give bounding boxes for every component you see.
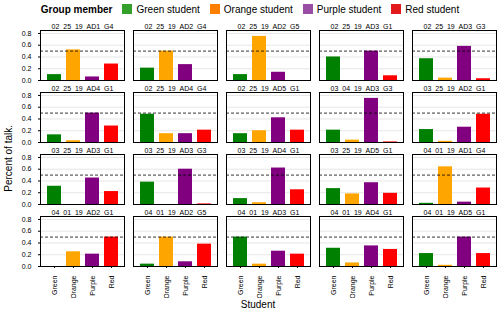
svg-text:04_01_19_AD5_G1: 04_01_19_AD5_G1 [424, 209, 486, 217]
svg-text:02_25_19_AD3_G1: 02_25_19_AD3_G1 [331, 23, 393, 31]
svg-text:Green: Green [237, 275, 244, 295]
svg-text:0.6: 0.6 [22, 165, 32, 172]
svg-text:02_25_19_AD3_G3: 02_25_19_AD3_G3 [424, 23, 486, 31]
svg-text:Purple: Purple [461, 275, 469, 295]
svg-text:Green: Green [423, 275, 430, 295]
svg-text:Orange: Orange [70, 275, 78, 298]
svg-text:0.8: 0.8 [22, 92, 32, 99]
svg-text:Green: Green [144, 275, 151, 295]
svg-text:Purple: Purple [275, 275, 283, 295]
svg-text:0.2: 0.2 [22, 189, 32, 196]
svg-text:04_01_19_AD4_G1: 04_01_19_AD4_G1 [331, 209, 393, 217]
html-text:Percent of talk.: Percent of talk. [2, 124, 14, 192]
svg-text:03_25_19_AD3_G3: 03_25_19_AD3_G3 [145, 147, 207, 155]
svg-text:04_01_19_AD2_G5: 04_01_19_AD2_G5 [145, 209, 207, 217]
svg-text:02_25_19_AD1_G4: 02_25_19_AD1_G4 [52, 23, 114, 31]
html-text:Red student: Red student [405, 3, 460, 15]
svg-text:Orange: Orange [163, 275, 171, 298]
svg-text:Red: Red [294, 275, 301, 288]
svg-text:04_01_19_AD1_G4: 04_01_19_AD1_G4 [424, 147, 486, 155]
svg-text:Orange: Orange [349, 275, 357, 298]
svg-text:Purple: Purple [182, 275, 190, 295]
svg-text:0.6: 0.6 [22, 227, 32, 234]
svg-text:Orange: Orange [256, 275, 264, 298]
svg-text:Green: Green [330, 275, 337, 295]
svg-text:0.0: 0.0 [22, 263, 32, 270]
svg-text:Red: Red [201, 275, 208, 288]
svg-text:0.4: 0.4 [22, 53, 32, 60]
svg-text:0.8: 0.8 [22, 154, 32, 161]
svg-text:0.0: 0.0 [22, 139, 32, 146]
svg-text:03_04_19_AD3_G3: 03_04_19_AD3_G3 [331, 85, 393, 93]
html-text:Purple student: Purple student [316, 3, 382, 15]
svg-text:04_01_19_AD3_G1: 04_01_19_AD3_G1 [238, 209, 300, 217]
svg-text:0.2: 0.2 [22, 127, 32, 134]
html-text:Group member: Group member [40, 3, 113, 15]
svg-text:02_25_19_AD2_G5: 02_25_19_AD2_G5 [238, 23, 300, 31]
html-text:Student: Student [240, 299, 276, 310]
svg-text:0.4: 0.4 [22, 177, 32, 184]
svg-text:0.6: 0.6 [22, 103, 32, 110]
svg-text:02_25_19_AD5_G1: 02_25_19_AD5_G1 [238, 85, 300, 93]
svg-text:0.0: 0.0 [22, 201, 32, 208]
svg-text:Purple: Purple [89, 275, 97, 295]
html-text:Green student: Green student [136, 3, 200, 15]
svg-text:0.6: 0.6 [22, 41, 32, 48]
svg-text:Orange: Orange [442, 275, 450, 298]
svg-text:02_25_19_AD4_G4: 02_25_19_AD4_G4 [145, 85, 207, 93]
svg-text:0.8: 0.8 [22, 216, 32, 223]
svg-text:03_25_19_AD5_G1: 03_25_19_AD5_G1 [331, 147, 393, 155]
svg-text:0.2: 0.2 [22, 65, 32, 72]
svg-text:03_25_19_AD3_G1: 03_25_19_AD3_G1 [52, 147, 114, 155]
svg-text:Green: Green [51, 275, 58, 295]
svg-text:0.4: 0.4 [22, 239, 32, 246]
svg-text:0.8: 0.8 [22, 30, 32, 37]
svg-text:02_25_19_AD4_G1: 02_25_19_AD4_G1 [52, 85, 114, 93]
svg-text:Red: Red [108, 275, 115, 288]
svg-text:0.0: 0.0 [22, 77, 32, 84]
svg-text:Red: Red [387, 275, 394, 288]
svg-text:Purple: Purple [368, 275, 376, 295]
svg-text:0.2: 0.2 [22, 251, 32, 258]
svg-text:Red: Red [480, 275, 487, 288]
html-text:Orange student: Orange student [223, 3, 293, 15]
svg-text:03_25_19_AD2_G1: 03_25_19_AD2_G1 [424, 85, 486, 93]
svg-text:04_01_19_AD2_G1: 04_01_19_AD2_G1 [52, 209, 114, 217]
svg-text:0.4: 0.4 [22, 115, 32, 122]
svg-text:02_25_19_AD2_G4: 02_25_19_AD2_G4 [145, 23, 207, 31]
svg-text:03_25_19_AD4_G1: 03_25_19_AD4_G1 [238, 147, 300, 155]
